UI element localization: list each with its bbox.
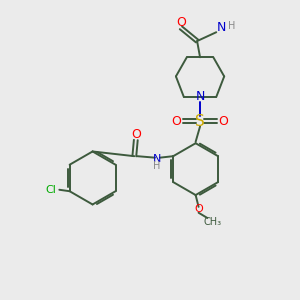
Text: O: O <box>131 128 141 141</box>
Text: N: N <box>153 154 161 164</box>
Text: Cl: Cl <box>46 185 56 195</box>
Text: CH₃: CH₃ <box>203 217 221 227</box>
Text: O: O <box>194 204 203 214</box>
Text: N: N <box>195 91 205 103</box>
Text: O: O <box>219 115 229 128</box>
Text: O: O <box>172 115 182 128</box>
Text: H: H <box>153 161 161 171</box>
Text: S: S <box>195 114 205 129</box>
Text: N: N <box>217 21 226 34</box>
Text: H: H <box>228 21 235 31</box>
Text: O: O <box>176 16 186 29</box>
